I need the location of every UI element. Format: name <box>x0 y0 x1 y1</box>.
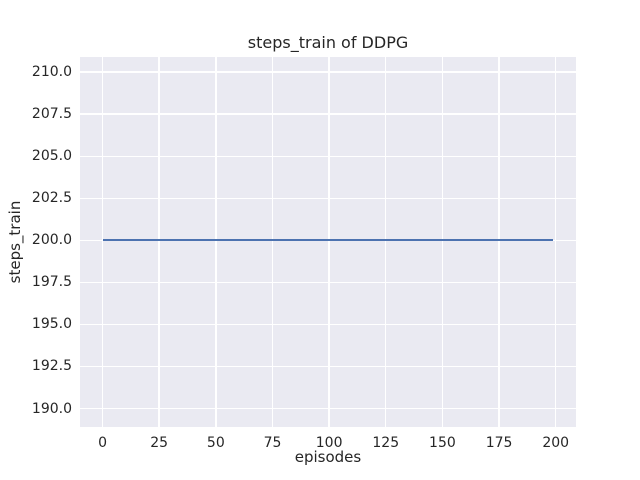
y-gridline <box>80 407 576 410</box>
x-gridline <box>215 57 217 427</box>
x-gridline <box>498 57 500 427</box>
y-gridline <box>80 197 576 199</box>
x-gridline <box>271 57 274 427</box>
x-gridline <box>101 57 104 427</box>
y-gridline <box>80 323 576 326</box>
y-gridline <box>80 155 576 157</box>
y-tick-label: 190.0 <box>31 400 72 417</box>
x-tick-label: 150 <box>429 435 456 451</box>
x-gridline <box>328 57 330 427</box>
x-tick-label: 200 <box>542 435 570 451</box>
y-gridline <box>80 365 576 368</box>
x-gridline <box>555 57 557 427</box>
y-gridline <box>80 281 576 284</box>
y-gridline <box>80 71 576 73</box>
y-tick-label: 207.5 <box>31 106 72 123</box>
y-gridline <box>80 113 576 115</box>
y-tick-label: 202.5 <box>31 190 72 207</box>
x-tick-label: 175 <box>485 435 513 451</box>
x-axis-label: episodes <box>294 448 362 466</box>
y-tick-label: 205.0 <box>31 148 72 165</box>
x-tick-label: 25 <box>150 435 169 451</box>
chart-title: steps_train of DDPG <box>247 33 409 52</box>
y-tick-label: 197.5 <box>31 274 72 291</box>
x-tick-label: 0 <box>98 435 107 451</box>
x-tick-label: 125 <box>372 435 400 451</box>
x-tick-label: 100 <box>315 435 343 451</box>
y-tick-label: 192.5 <box>31 358 72 375</box>
x-gridline <box>441 57 444 427</box>
x-tick-label: 75 <box>263 435 282 451</box>
y-tick-label: 210.0 <box>31 64 72 81</box>
x-tick-label: 50 <box>206 435 225 451</box>
data-line-steps_train <box>102 239 554 242</box>
y-tick-label: 195.0 <box>31 316 72 333</box>
x-gridline <box>158 57 160 427</box>
plot-area <box>80 57 576 427</box>
y-tick-label: 200.0 <box>31 232 72 249</box>
x-gridline <box>385 57 387 427</box>
